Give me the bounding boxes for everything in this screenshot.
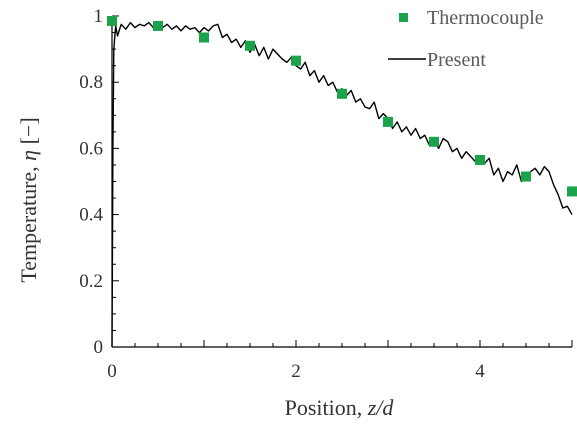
- thermocouple-marker: [107, 15, 117, 26]
- present-line: [111, 21, 573, 348]
- thermocouple-marker: [153, 20, 163, 31]
- legend-thermocouple-label: Thermocouple: [427, 7, 544, 29]
- legend: Thermocouple Present: [388, 7, 544, 71]
- y-tick-label: 0.8: [79, 72, 103, 93]
- x-tick-label: 2: [291, 361, 301, 382]
- x-axis-title: Position, z/d: [285, 395, 395, 420]
- y-axis-title: Temperature, η [−]: [16, 117, 41, 282]
- thermocouple-marker: [291, 55, 301, 66]
- thermocouple-marker: [383, 116, 393, 127]
- thermocouple-marker: [567, 186, 577, 197]
- thermocouple-marker-layer: [107, 15, 577, 197]
- thermocouple-marker: [199, 32, 209, 43]
- thermocouple-marker: [475, 154, 485, 165]
- y-tick-label: 0.2: [79, 271, 103, 292]
- y-tick-label: 1: [94, 6, 104, 27]
- x-tick-label: 4: [475, 361, 485, 382]
- tick-labels: 0 0.2 0.4 0.6 0.8 1 0 2 4: [79, 6, 485, 382]
- y-tick-label: 0.6: [79, 138, 103, 159]
- y-tick-label: 0.4: [79, 205, 103, 226]
- legend-thermocouple-marker: [399, 13, 408, 22]
- y-tick-label: 0: [94, 337, 104, 358]
- thermocouple-marker: [337, 88, 347, 99]
- thermocouple-marker: [429, 136, 439, 147]
- present-line-layer: [111, 21, 573, 348]
- thermocouple-marker: [521, 171, 531, 182]
- x-tick-label: 0: [107, 361, 117, 382]
- legend-present-label: Present: [427, 49, 486, 71]
- thermocouple-marker: [245, 40, 255, 51]
